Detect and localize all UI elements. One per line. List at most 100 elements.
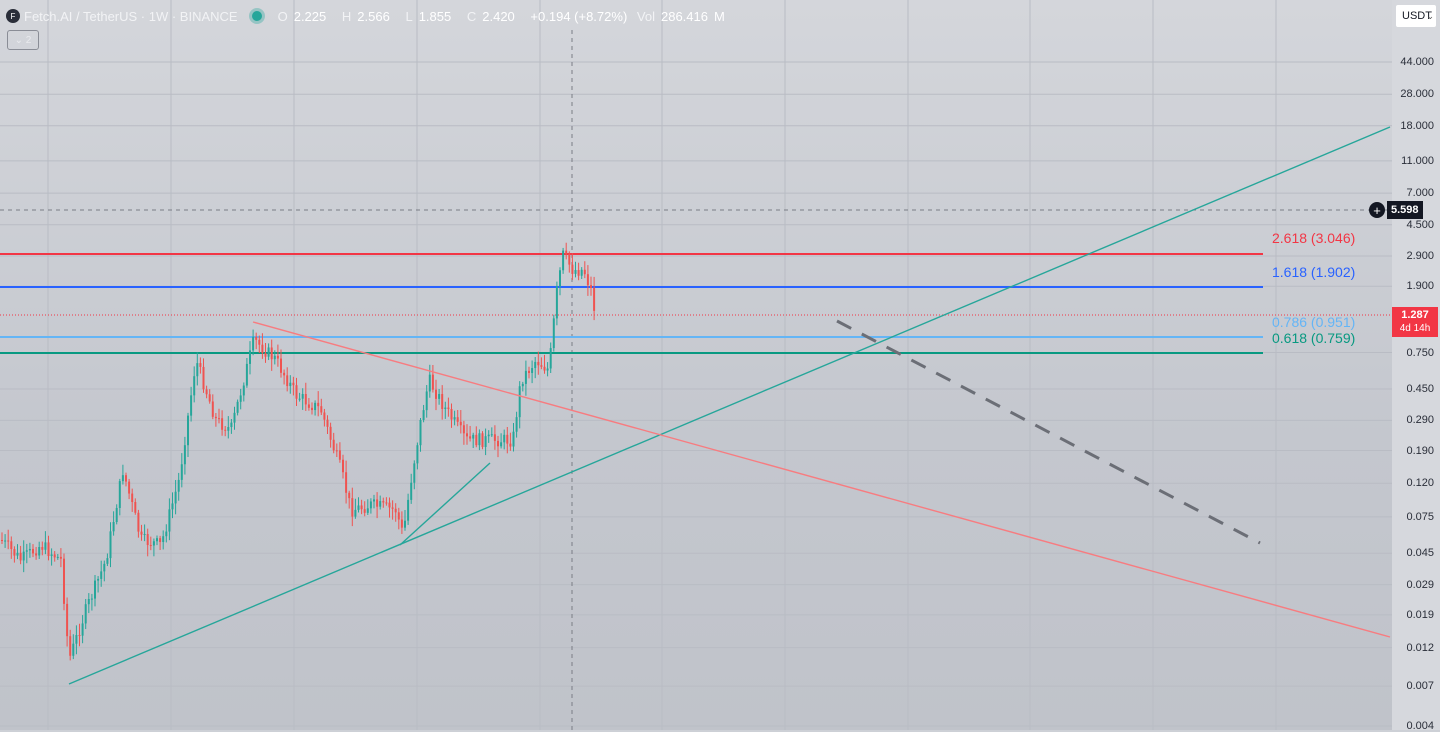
candle-body xyxy=(131,493,134,503)
candle-body xyxy=(28,548,31,551)
trendline-green-long[interactable] xyxy=(68,126,1391,685)
candle-body xyxy=(183,445,186,465)
price-axis-label: 0.190 xyxy=(1406,444,1434,457)
candle-body xyxy=(580,269,583,276)
fib-extension[interactable] xyxy=(0,253,1263,354)
candle-body xyxy=(295,385,298,399)
candle-body xyxy=(280,358,282,373)
price-axis-label: 0.004 xyxy=(1406,720,1434,732)
candle-body xyxy=(568,254,571,265)
candle-body xyxy=(63,558,65,604)
chart-pane[interactable]: F Fetch.AI / TetherUS · 1W · BINANCE O 2.… xyxy=(0,0,1392,730)
candle-body xyxy=(326,419,329,427)
candle-body xyxy=(503,434,506,443)
candle-body xyxy=(332,439,335,451)
market-status-icon[interactable] xyxy=(251,11,262,21)
candle-body xyxy=(450,408,453,420)
price-axis-label: 0.750 xyxy=(1406,346,1434,359)
collapse-indicators-button[interactable]: ⌄ 2 xyxy=(7,30,39,50)
candle-body xyxy=(41,547,44,550)
candle-body xyxy=(208,394,211,402)
candle-body xyxy=(16,552,19,556)
candle-body xyxy=(276,355,279,359)
candle-body xyxy=(103,563,106,572)
candle-body xyxy=(373,499,375,502)
candle-body xyxy=(351,498,354,517)
candle-body xyxy=(586,274,589,286)
low-label: L xyxy=(405,8,413,24)
candle-body xyxy=(456,417,459,422)
candle-body xyxy=(354,509,357,517)
price-axis[interactable]: 44.000 28.000 18.000 11.000 7.000 4.500 2.900 1… xyxy=(1392,0,1440,732)
candle-body xyxy=(106,558,109,564)
candle-body xyxy=(475,434,478,446)
candle-body xyxy=(431,374,434,390)
candle-body xyxy=(407,499,410,521)
candle-body xyxy=(435,389,437,399)
projection-dashed-line[interactable] xyxy=(836,319,1261,545)
candle-body xyxy=(289,382,292,387)
candle-body xyxy=(441,394,444,409)
candle-body xyxy=(152,541,155,546)
price-axis-label: 28.000 xyxy=(1400,88,1434,101)
chevron-down-icon: ⌄ xyxy=(1426,10,1434,21)
volume-value: 286.416 xyxy=(660,8,708,24)
candle-body xyxy=(261,344,264,354)
symbol-title[interactable]: Fetch.AI / TetherUS · 1W · BINANCE xyxy=(24,8,238,24)
candle-body xyxy=(323,412,326,420)
candle-body xyxy=(214,416,217,419)
trendline-green-short[interactable] xyxy=(399,462,491,546)
candle-body xyxy=(512,431,515,447)
candle-body xyxy=(193,376,196,396)
candle-body xyxy=(53,554,56,558)
candle-body xyxy=(134,502,137,513)
currency-select[interactable]: USDT ⌄ xyxy=(1396,5,1436,27)
candle-body xyxy=(211,401,214,417)
candle-body xyxy=(87,599,90,605)
candle-body xyxy=(484,436,487,447)
candle-body xyxy=(100,571,103,579)
candle-body xyxy=(47,542,50,557)
candle-body xyxy=(329,426,332,440)
candle-body xyxy=(128,481,131,494)
candle-body xyxy=(239,395,242,402)
candle-body xyxy=(218,418,220,420)
price-axis-label: 2.900 xyxy=(1406,250,1434,263)
plus-icon[interactable]: + xyxy=(1369,202,1385,218)
price-axis-label: 0.012 xyxy=(1406,641,1434,654)
last-price-badge: 1.287 4d 14h xyxy=(1392,307,1438,337)
candle-body xyxy=(425,391,428,411)
crosshair-price: 5.598 xyxy=(1387,201,1423,219)
candle-body xyxy=(227,427,230,431)
candle-body xyxy=(171,503,174,510)
open-label: O xyxy=(277,8,288,24)
candle-body xyxy=(493,434,496,441)
candle-body xyxy=(196,363,199,377)
price-axis-label: 0.075 xyxy=(1406,510,1434,523)
price-chart[interactable] xyxy=(0,0,1392,730)
candle-body xyxy=(242,385,245,396)
candle-body xyxy=(577,270,580,276)
candle-body xyxy=(236,401,239,413)
volume-unit: M xyxy=(713,8,725,24)
candle-body xyxy=(149,545,152,547)
candle-body xyxy=(143,534,146,536)
crosshair-price-badge: + 5.598 xyxy=(1369,200,1434,220)
candle-body xyxy=(320,406,323,413)
candle-body xyxy=(94,580,96,599)
candle-body xyxy=(543,366,546,371)
candle-body xyxy=(249,350,251,364)
candle-body xyxy=(90,598,93,600)
candle-body xyxy=(555,286,558,319)
candle-body xyxy=(22,551,25,561)
candle-body xyxy=(84,604,87,624)
candle-body xyxy=(472,434,475,439)
candle-body xyxy=(314,402,317,411)
high-value: 2.566 xyxy=(357,8,390,24)
candle-body xyxy=(345,472,348,493)
candle-body xyxy=(224,429,227,431)
candle-body xyxy=(360,505,363,510)
trendline-red[interactable] xyxy=(252,321,1391,638)
candle-body xyxy=(342,459,344,473)
candle-body xyxy=(230,422,233,428)
